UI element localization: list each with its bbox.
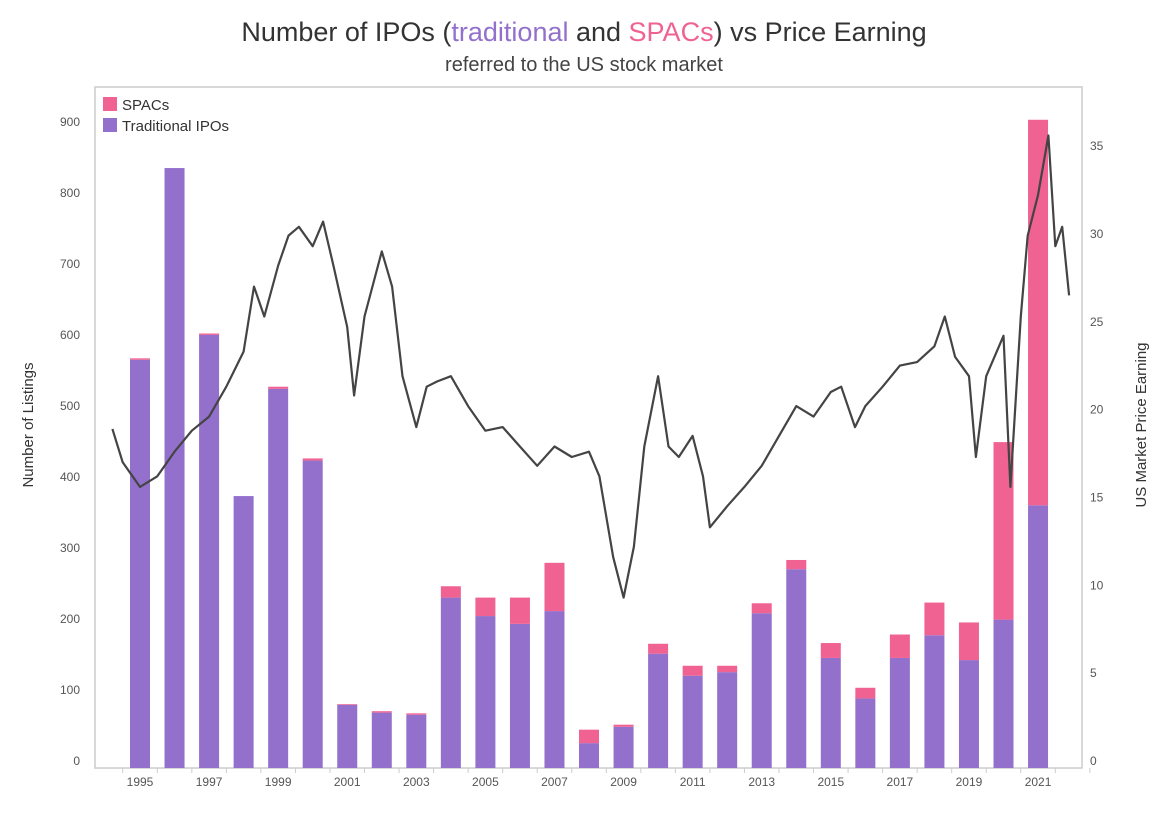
bar-traditional-1996 — [164, 168, 185, 769]
y-tick-label: 500 — [60, 399, 80, 413]
chart-subtitle: referred to the US stock market — [445, 54, 723, 76]
y2-tick-label: 20 — [1090, 403, 1104, 417]
bar-traditional-2013 — [751, 613, 772, 768]
legend-label-spacs: SPACs — [122, 97, 169, 114]
bar-traditional-2002 — [371, 712, 392, 768]
x-tick-label: 2003 — [403, 775, 430, 789]
x-tick-label: 1997 — [196, 775, 223, 789]
x-tick-label: 1995 — [127, 775, 154, 789]
bar-spacs-2016 — [855, 687, 876, 699]
y-tick-label: 900 — [60, 115, 80, 129]
x-tick-label: 2011 — [680, 775, 706, 789]
bar-traditional-2000 — [302, 460, 323, 768]
bar-spacs-2021 — [1028, 119, 1049, 506]
bar-traditional-1998 — [233, 496, 254, 768]
y2-tick-label: 10 — [1090, 578, 1104, 592]
chart-title: Number of IPOs (traditional and SPACs) v… — [241, 17, 926, 47]
y2-tick-label: 30 — [1090, 227, 1104, 241]
y2-tick-label: 35 — [1090, 139, 1104, 153]
bar-spacs-1995 — [130, 358, 150, 360]
bar-spacs-2000 — [302, 458, 323, 461]
y-tick-label: 300 — [60, 541, 80, 555]
legend: SPACs Traditional IPOs — [103, 97, 229, 135]
bar-traditional-2017 — [889, 657, 910, 768]
bar-spacs-2017 — [889, 634, 910, 658]
y2-tick-label: 0 — [1090, 754, 1097, 768]
x-tick-label: 1999 — [265, 775, 292, 789]
bar-spacs-2019 — [958, 622, 979, 661]
y-tick-label: 100 — [60, 683, 80, 697]
legend-swatch-traditional — [103, 118, 117, 132]
bar-spacs-2014 — [786, 559, 807, 570]
bar-spacs-2005 — [475, 597, 496, 617]
bar-traditional-2014 — [786, 569, 807, 768]
bar-traditional-2006 — [509, 623, 530, 768]
x-tick-label: 2009 — [610, 775, 637, 789]
bar-spacs-2012 — [717, 665, 738, 673]
bar-spacs-2008 — [579, 729, 600, 744]
y-tick-label: 700 — [60, 257, 80, 271]
y2-tick-label: 5 — [1090, 666, 1097, 680]
bar-traditional-2004 — [440, 597, 461, 768]
y2-tick-label: 25 — [1090, 315, 1104, 329]
bar-traditional-2021 — [1028, 505, 1049, 768]
bar-spacs-1999 — [268, 386, 289, 389]
bar-spacs-2011 — [682, 665, 703, 676]
x-tick-label: 2015 — [817, 775, 844, 789]
bar-traditional-2007 — [544, 611, 565, 768]
y-tick-label: 0 — [73, 754, 80, 768]
bar-traditional-1997 — [199, 334, 220, 768]
y2-axis-label: US Market Price Earning — [1133, 342, 1150, 507]
legend-swatch-spacs — [103, 97, 117, 111]
bar-spacs-2004 — [440, 586, 461, 598]
bar-traditional-2001 — [337, 704, 358, 768]
bar-traditional-1995 — [130, 359, 150, 768]
y-axis-label: Number of Listings — [20, 362, 37, 487]
bar-spacs-2010 — [648, 643, 669, 654]
bar-spacs-2003 — [406, 713, 427, 715]
bar-spacs-2018 — [924, 602, 945, 636]
bar-traditional-2008 — [579, 743, 600, 768]
bar-traditional-2016 — [855, 698, 876, 768]
x-tick-label: 2007 — [541, 775, 568, 789]
x-tick-label: 2021 — [1025, 775, 1052, 789]
x-tick-label: 2017 — [887, 775, 914, 789]
y2-tick-label: 15 — [1090, 490, 1104, 504]
bar-spacs-2002 — [371, 711, 392, 713]
bar-spacs-2007 — [544, 562, 565, 612]
legend-label-traditional: Traditional IPOs — [122, 118, 229, 135]
bar-spacs-2020 — [993, 442, 1014, 620]
bar-traditional-2003 — [406, 714, 427, 768]
bar-traditional-2020 — [993, 619, 1014, 768]
y-tick-label: 400 — [60, 470, 80, 484]
bar-traditional-2010 — [648, 653, 669, 768]
x-tick-label: 2005 — [472, 775, 499, 789]
bar-spacs-2013 — [751, 603, 772, 614]
bar-spacs-2009 — [613, 724, 634, 727]
y-tick-label: 800 — [60, 186, 80, 200]
bar-spacs-2001 — [337, 704, 358, 705]
bar-traditional-2012 — [717, 672, 738, 768]
bar-traditional-2019 — [958, 660, 979, 768]
bar-traditional-2011 — [682, 675, 703, 768]
y-tick-label: 600 — [60, 328, 80, 342]
x-tick-label: 2019 — [956, 775, 983, 789]
bar-spacs-2006 — [509, 597, 530, 624]
x-tick-label: 2013 — [748, 775, 775, 789]
x-tick-label: 2001 — [334, 775, 361, 789]
pe-line — [111, 134, 1071, 599]
bar-spacs-2015 — [820, 643, 841, 658]
bar-traditional-2009 — [613, 726, 634, 768]
bar-traditional-2018 — [924, 635, 945, 768]
bar-traditional-2015 — [820, 657, 841, 768]
bar-traditional-1999 — [268, 388, 289, 768]
bar-traditional-2005 — [475, 616, 496, 768]
bar-spacs-1997 — [199, 333, 220, 335]
y-tick-label: 200 — [60, 612, 80, 626]
